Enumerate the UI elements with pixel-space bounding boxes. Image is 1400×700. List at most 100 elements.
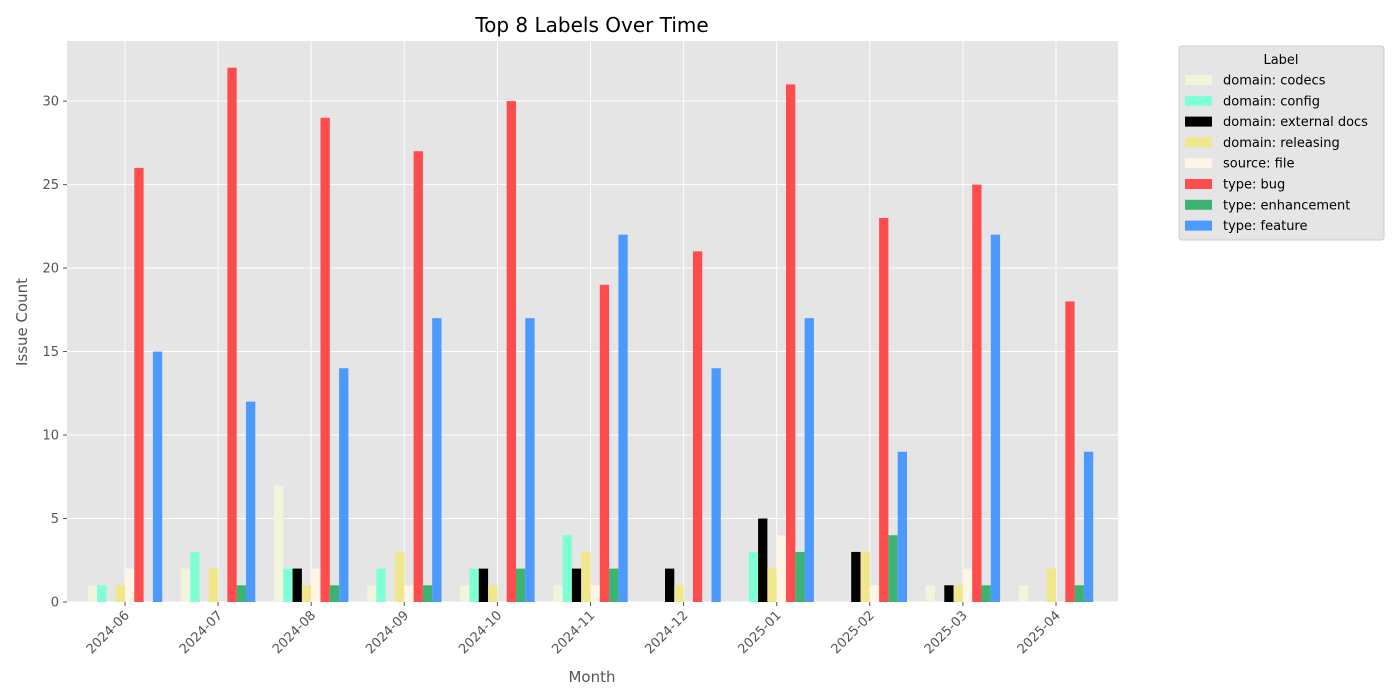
x-tick-label: 2024-11 [549,608,598,657]
bar [897,451,907,602]
bar [339,368,349,602]
y-tick-label: 25 [42,178,59,193]
bar [953,585,963,602]
bar [320,117,330,602]
legend-label: domain: codecs [1223,74,1326,89]
bar [581,551,591,602]
x-tick-label: 2024-09 [363,608,412,657]
bar [962,568,973,602]
x-tick-label: 2024-07 [177,608,226,657]
bar [860,551,870,602]
bar [274,485,284,602]
x-tick-label: 2025-03 [922,608,971,657]
legend-label: type: enhancement [1223,198,1350,213]
x-tick-label: 2025-04 [1015,608,1064,657]
bar [180,568,191,602]
bar [283,568,293,602]
y-tick-label: 10 [42,429,59,444]
legend-items: domain: codecs domain: config domain: exte… [1185,74,1368,234]
bars [87,67,1094,603]
bar [981,585,991,602]
bar [152,351,163,602]
bar [767,568,777,602]
bar [590,585,600,602]
bar [571,568,582,602]
legend-swatch [1185,137,1212,148]
bar [125,568,135,602]
legend-label: domain: config [1223,94,1320,109]
y-tick-label: 15 [42,345,59,360]
bar [869,585,880,602]
bar [469,568,479,602]
bar [376,568,386,602]
y-tick-label: 20 [42,262,59,277]
bar [246,401,256,602]
bar [236,585,246,602]
x-axis-ticks: 2024-06 2024-07 2024-08 2024-09 2024-10 2024-… [84,602,1064,657]
x-tick-label: 2025-02 [829,608,878,657]
bar [925,585,935,602]
bar [190,551,200,602]
bar [227,67,237,602]
bar [97,585,107,602]
bar [525,318,535,602]
legend-swatch [1185,220,1212,231]
bar [488,585,498,602]
bar [888,535,898,602]
bar [413,151,423,603]
legend-swatch [1185,116,1212,127]
bar [506,101,516,602]
bar [786,84,796,603]
legend-swatch [1185,95,1212,106]
bar [692,251,703,602]
bar [134,167,144,602]
bar [208,568,219,602]
bar [990,234,1001,602]
legend-title: Label [1263,53,1298,68]
bar [292,568,302,602]
bar [1065,301,1075,602]
bar [311,568,321,602]
y-axis-label: Issue Count [13,278,31,366]
legend-label: type: feature [1223,219,1308,234]
legend-label: source: file [1223,157,1294,172]
bar [1074,585,1084,602]
y-tick-label: 0 [51,596,59,611]
y-axis-ticks: 0 5 10 15 20 25 30 [42,95,67,611]
grid-lines [67,41,1118,603]
bar [367,585,377,602]
bar [301,585,312,602]
legend-swatch [1185,199,1212,210]
bar [115,585,125,602]
bar [776,535,786,602]
y-tick-label: 30 [42,95,59,110]
bar [516,568,526,602]
legend-swatch [1185,179,1212,189]
x-tick-label: 2024-10 [456,608,505,657]
x-tick-label: 2024-06 [84,608,133,657]
bar [553,585,563,602]
bar [748,551,759,602]
bar [1046,568,1056,602]
legend-swatch [1185,158,1212,169]
bar [1018,585,1029,602]
bar [395,551,405,602]
plot-area [67,41,1118,602]
y-tick-label: 5 [51,512,59,527]
x-tick-label: 2024-08 [270,608,319,657]
bar [795,551,805,602]
bar [879,217,889,602]
bar [478,568,489,602]
bar [804,318,814,602]
bar [851,551,861,602]
bar [972,184,982,602]
bar [329,585,340,602]
bar [1083,451,1094,602]
x-tick-label: 2024-12 [642,608,691,657]
bar [422,585,433,602]
bar [758,518,768,602]
bar [599,284,610,602]
bar [432,318,442,602]
